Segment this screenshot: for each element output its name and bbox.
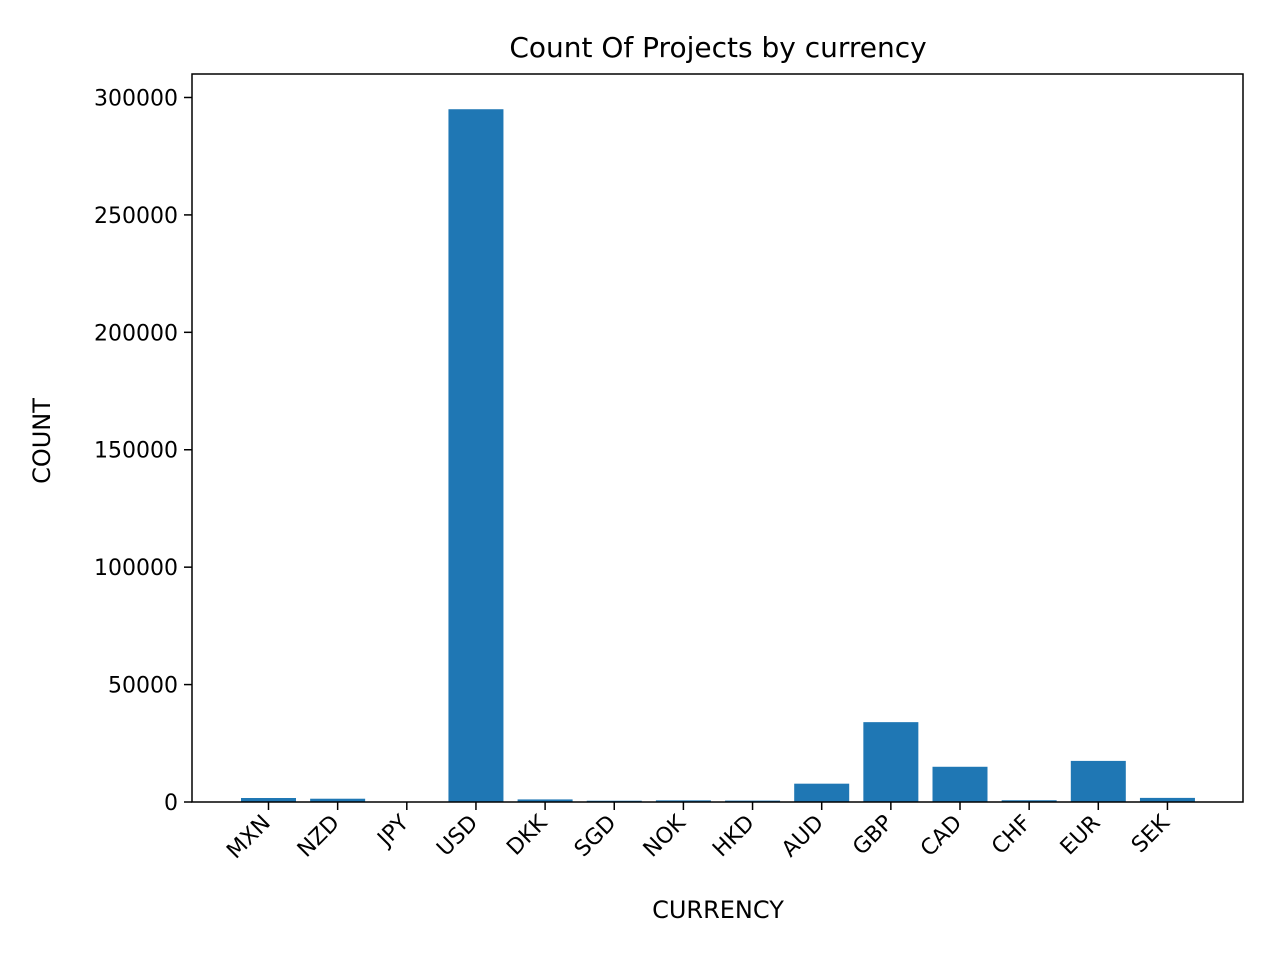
x-axis-title: CURRENCY [652,896,784,924]
x-tick-label: DKK [502,810,552,860]
bar-sek [1139,797,1195,802]
y-tick-label: 200000 [94,321,178,346]
chart-title: Count Of Projects by currency [509,31,926,64]
y-tick-label: 100000 [94,556,178,581]
x-tick-label: NOK [639,810,691,862]
y-tick-label: 150000 [94,439,178,464]
bar-nzd [310,798,366,802]
x-tick-label: JPY [372,810,415,853]
bar-nok [655,800,711,802]
bar-usd [448,109,504,803]
bar-eur [1070,760,1126,802]
y-tick-label: 50000 [108,674,178,699]
bar-cad [932,766,988,802]
y-axis-title: COUNT [28,398,56,484]
x-tick-label: SGD [570,811,622,863]
x-tick-label: MXN [222,811,275,864]
y-tick-label: 300000 [94,86,178,111]
bar-mxn [241,798,296,802]
y-tick-label: 250000 [94,204,178,229]
x-tick-label: CAD [916,811,967,862]
bars-group [241,109,1195,803]
y-tick-label: 0 [164,791,178,816]
plot-frame [191,73,1244,803]
x-tick-label: EUR [1056,811,1106,861]
x-tick-label: NZD [293,811,345,863]
x-tick-label: HKD [708,811,760,863]
x-tick-label: SEK [1127,810,1175,858]
bar-chf [1001,800,1057,802]
y-axis: 0 50000 100000 150000 200000 250000 300000 [94,86,192,816]
bar-gbp [863,722,919,802]
x-tick-label: USD [432,811,483,862]
x-axis: MXN NZD JPY USD DKK SGD NOK HKD AUD GBP CAD CHF EUR S… [222,802,1175,864]
x-tick-label: CHF [987,811,1036,860]
x-tick-label: GBP [848,811,898,861]
bar-aud [794,783,850,802]
x-tick-label: AUD [777,811,829,863]
bar-dkk [517,799,573,802]
